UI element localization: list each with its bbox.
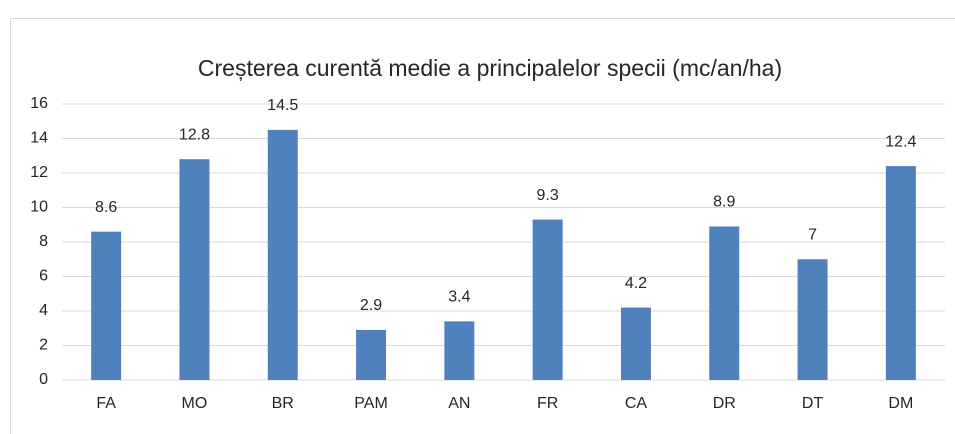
bar bbox=[179, 159, 210, 380]
data-label: 12.8 bbox=[179, 126, 210, 143]
bar bbox=[797, 259, 828, 380]
y-tick-label: 0 bbox=[39, 371, 48, 388]
y-tick-label: 12 bbox=[30, 164, 48, 181]
data-label: 3.4 bbox=[448, 289, 470, 306]
y-tick-label: 6 bbox=[39, 268, 48, 285]
data-label: 7 bbox=[808, 226, 817, 243]
y-tick-label: 4 bbox=[39, 302, 48, 319]
y-tick-label: 14 bbox=[30, 130, 48, 147]
x-tick-label: MO bbox=[182, 395, 208, 412]
x-tick-label: DT bbox=[802, 395, 824, 412]
bar bbox=[709, 226, 740, 380]
x-tick-label: PAM bbox=[354, 395, 387, 412]
x-tick-label: CA bbox=[625, 395, 648, 412]
bar bbox=[444, 321, 475, 380]
bar bbox=[356, 329, 387, 380]
data-label: 2.9 bbox=[360, 297, 382, 314]
chart-title: Creșterea curentă medie a principalelor … bbox=[198, 55, 782, 81]
y-tick-label: 16 bbox=[30, 95, 48, 112]
data-label: 8.9 bbox=[713, 194, 735, 211]
y-tick-label: 8 bbox=[39, 233, 48, 250]
x-tick-label: DR bbox=[713, 395, 736, 412]
y-tick-label: 10 bbox=[30, 199, 48, 216]
x-tick-label: DM bbox=[888, 395, 913, 412]
bar bbox=[885, 166, 916, 380]
x-tick-label: FA bbox=[96, 395, 116, 412]
data-label: 12.4 bbox=[885, 133, 916, 150]
data-label: 9.3 bbox=[537, 187, 559, 204]
data-label: 4.2 bbox=[625, 275, 647, 292]
x-tick-label: BR bbox=[272, 395, 294, 412]
y-tick-label: 2 bbox=[39, 337, 48, 354]
bar bbox=[267, 129, 298, 380]
x-tick-label: FR bbox=[537, 395, 558, 412]
bar bbox=[620, 307, 651, 380]
bar bbox=[532, 219, 563, 380]
x-tick-label: AN bbox=[448, 395, 470, 412]
data-label: 14.5 bbox=[267, 97, 298, 114]
bar bbox=[91, 231, 122, 380]
data-label: 8.6 bbox=[95, 199, 117, 216]
